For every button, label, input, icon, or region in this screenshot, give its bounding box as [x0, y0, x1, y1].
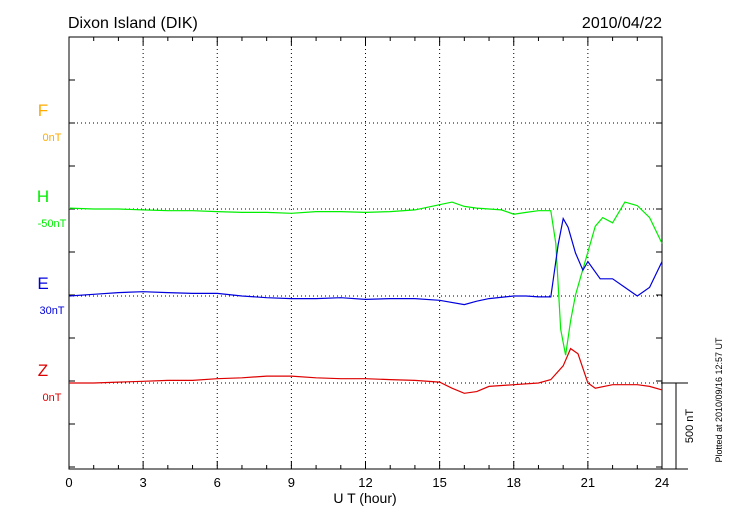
x-tick-labels: 0 3 6 9 12 15 18 21 24: [65, 475, 669, 490]
series-line-z: [69, 347, 663, 394]
scale-bar-label: 500 nT: [684, 409, 696, 444]
series-lines: [68, 201, 663, 394]
series-line-h: [68, 201, 663, 356]
chart-title: Dixon Island (DIK): [68, 15, 198, 32]
x-tick-label: 3: [140, 475, 147, 490]
chart-date: 2010/04/22: [582, 15, 662, 32]
series-name-h: H: [37, 187, 49, 206]
series-name-z: Z: [38, 361, 48, 380]
series-baseline-e: 30nT: [39, 305, 64, 317]
x-tick-label: 24: [655, 475, 669, 490]
axis-ticks: [68, 37, 663, 469]
grid-lines: [69, 37, 662, 469]
x-axis-label: U T (hour): [333, 490, 396, 506]
x-tick-label: 21: [581, 475, 595, 490]
series-name-e: E: [37, 274, 48, 293]
x-tick-label: 18: [507, 475, 521, 490]
series-baseline-h: -50nT: [38, 218, 67, 230]
series-baseline-z: 0nT: [43, 392, 62, 404]
x-tick-label: 9: [288, 475, 295, 490]
series-name-f: F: [38, 101, 48, 120]
series-labels: F 0nT H -50nT E 30nT Z 0nT: [37, 101, 67, 404]
x-tick-label: 6: [214, 475, 221, 490]
x-tick-label: 15: [432, 475, 446, 490]
series-line-e: [68, 216, 663, 306]
x-tick-label: 12: [358, 475, 372, 490]
series-baseline-f: 0nT: [43, 132, 62, 144]
plotted-timestamp: Plotted at 2010/09/16 12:57 UT: [714, 337, 724, 463]
scale-bar: 500 nT: [662, 382, 696, 470]
x-tick-label: 0: [65, 475, 72, 490]
